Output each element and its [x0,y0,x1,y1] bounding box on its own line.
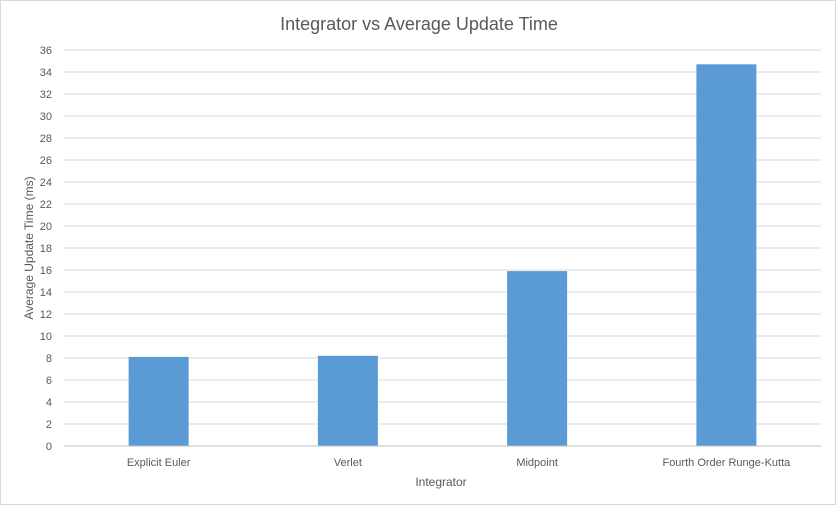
y-tick-label: 0 [46,441,52,453]
x-tick-label: Explicit Euler [127,457,191,469]
x-tick-label: Verlet [334,457,362,469]
y-tick-label: 2 [46,419,52,431]
y-tick-label: 8 [46,353,52,365]
x-axis-title: Integrator [415,475,466,489]
y-tick-label: 22 [40,199,52,211]
y-tick-label: 28 [40,133,52,145]
y-axis-title: Average Update Time (ms) [22,176,36,319]
bars [128,64,757,447]
bar-midpoint [507,271,568,446]
y-tick-label: 6 [46,375,52,387]
y-tick-label: 16 [40,265,52,277]
y-tick-label: 18 [40,243,52,255]
x-axis-ticks: Explicit Euler Verlet Midpoint Fourth Order… [127,457,791,469]
bar-explicit-euler [128,356,189,446]
y-tick-label: 34 [40,67,52,79]
y-tick-label: 10 [40,331,52,343]
y-tick-label: 24 [40,177,52,189]
y-tick-label: 32 [40,89,52,101]
chart-title: Integrator vs Average Update Time [280,14,558,34]
y-tick-label: 36 [40,45,52,57]
gridlines [64,49,821,425]
y-tick-label: 26 [40,155,52,167]
bar-fourth-order-runge-kutta [696,64,757,447]
x-tick-label: Fourth Order Runge-Kutta [662,457,791,469]
y-tick-label: 12 [40,309,52,321]
y-tick-label: 14 [40,287,52,299]
y-tick-label: 30 [40,111,52,123]
x-tick-label: Midpoint [516,457,558,469]
bar-verlet [317,355,378,446]
y-tick-label: 20 [40,221,52,233]
y-tick-label: 4 [46,397,52,409]
